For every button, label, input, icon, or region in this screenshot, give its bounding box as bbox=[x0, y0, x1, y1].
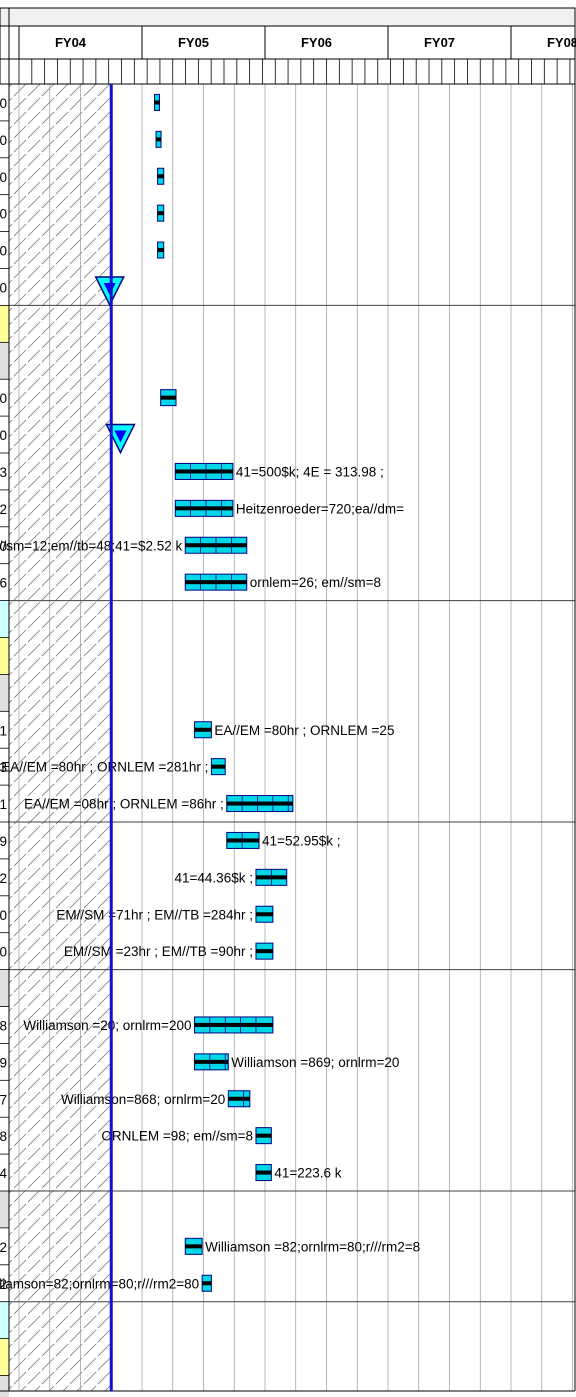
row-marker-text: 2 bbox=[0, 1240, 7, 1255]
row-band bbox=[0, 637, 9, 675]
row-marker-text: 0 bbox=[0, 539, 7, 554]
row-band bbox=[0, 1191, 9, 1228]
task-label: Williamson=82;ornlrm=80;r///rm2=80 bbox=[0, 1276, 199, 1291]
task-progress bbox=[194, 727, 212, 732]
row-band bbox=[0, 342, 9, 380]
task-progress bbox=[226, 838, 260, 843]
task-label: EA//EM =80hr ; ORNLEM =281hr ; bbox=[1, 760, 208, 775]
row-marker-text: 0 bbox=[0, 428, 7, 443]
header-years-row bbox=[0, 25, 576, 60]
task-label: EA//EM =80hr ; ORNLEM =25 bbox=[214, 723, 394, 738]
row-marker-text: 1 bbox=[0, 723, 7, 738]
row-markers: 000000003206131920089784220 bbox=[0, 83, 9, 1376]
fiscal-year-label: FY05 bbox=[178, 35, 209, 50]
task-progress bbox=[211, 764, 226, 769]
task-progress bbox=[194, 1022, 273, 1027]
task-label: Williamson=868; ornlrm=20 bbox=[61, 1092, 225, 1107]
row-marker-text: 8 bbox=[0, 1019, 7, 1034]
task-label: EM//SM =71hr ; EM//TB =284hr ; bbox=[56, 907, 253, 922]
task-labels: 41=500$k; 4E = 313.98 ; Heitzenroeder=720… bbox=[0, 464, 420, 1291]
row-marker-text: 2 bbox=[0, 502, 7, 517]
row-marker-text: 7 bbox=[0, 1092, 7, 1107]
row-band bbox=[0, 305, 9, 343]
row-bands bbox=[0, 305, 9, 1397]
fiscal-year-label: FY06 bbox=[301, 35, 332, 50]
row-band bbox=[0, 1338, 9, 1376]
row-band bbox=[0, 969, 9, 1007]
row-band bbox=[0, 674, 9, 712]
row-marker-text: 0 bbox=[0, 908, 7, 923]
task-label: Williamson =869; ornlrm=20 bbox=[231, 1055, 399, 1070]
row-band bbox=[0, 600, 9, 638]
row-band bbox=[0, 1375, 9, 1397]
task-progress bbox=[157, 174, 164, 179]
row-marker-text: 9 bbox=[0, 1055, 7, 1070]
task-progress bbox=[194, 1059, 229, 1064]
task-label: 41=500$k; 4E = 313.98 ; bbox=[236, 464, 384, 479]
task-progress bbox=[160, 395, 177, 400]
header-ticks-row bbox=[0, 58, 576, 85]
row-marker-text: 0 bbox=[0, 96, 7, 111]
task-progress bbox=[175, 469, 233, 474]
fiscal-year-label: FY07 bbox=[424, 35, 455, 50]
row-marker-text: 0 bbox=[0, 170, 7, 185]
row-marker-text: 0 bbox=[0, 244, 7, 259]
task-progress bbox=[157, 211, 164, 216]
row-marker-text: 4 bbox=[0, 1166, 7, 1181]
task-progress bbox=[157, 248, 164, 253]
timeline-header: FY04 FY05 FY06 FY07 FY08 bbox=[0, 7, 576, 1392]
row-marker-text: 2 bbox=[0, 871, 7, 886]
task-label: Williamson =82;ornlrm=80;r///rm2=8 bbox=[205, 1239, 420, 1254]
header-top-strip bbox=[0, 7, 576, 27]
task-label: EA//EM =08hr ; ORNLEM =86hr ; bbox=[24, 797, 224, 812]
task-progress bbox=[202, 1281, 212, 1286]
fiscal-year-label: FY08 bbox=[547, 35, 576, 50]
task-label: em//sm=12;em//tb=48;41=$2.52 k bbox=[0, 538, 182, 553]
task-progress bbox=[154, 100, 160, 105]
row-marker-text: 0 bbox=[0, 945, 7, 960]
task-progress bbox=[255, 1133, 272, 1138]
row-marker-text: 0 bbox=[0, 391, 7, 406]
task-bars bbox=[94, 93, 294, 1292]
task-progress bbox=[255, 912, 273, 917]
fiscal-year-label: FY04 bbox=[55, 35, 87, 50]
task-progress bbox=[255, 1170, 272, 1175]
row-marker-text: 3 bbox=[0, 465, 7, 480]
task-label: 41=52.95$k ; bbox=[262, 833, 340, 848]
row-marker-text: 0 bbox=[0, 207, 7, 222]
task-label: 41=223.6 k bbox=[274, 1166, 341, 1181]
task-label: 41=44.36$k ; bbox=[175, 870, 253, 885]
task-progress bbox=[156, 137, 162, 142]
task-label: Williamson =20; ornlrm=200 bbox=[23, 1018, 191, 1033]
row-marker-text: 0 bbox=[0, 281, 7, 296]
milestone-inner bbox=[114, 430, 127, 443]
task-progress bbox=[226, 801, 293, 806]
task-progress bbox=[185, 1244, 203, 1249]
row-marker-text: 1 bbox=[0, 797, 7, 812]
row-marker-text: 2 bbox=[0, 1277, 7, 1292]
task-label: Heitzenroeder=720;ea//dm= bbox=[236, 501, 404, 516]
task-label: ornlem=26; em//sm=8 bbox=[250, 575, 381, 590]
task-progress bbox=[228, 1096, 250, 1101]
row-marker-text: 0 bbox=[0, 133, 7, 148]
row-band bbox=[0, 1301, 9, 1339]
task-label: ORNLEM =98; em//sm=8 bbox=[101, 1129, 253, 1144]
task-progress bbox=[175, 506, 233, 511]
row-marker-text: 8 bbox=[0, 1129, 7, 1144]
row-marker-text: 3 bbox=[0, 760, 7, 775]
elapsed-time-hatch bbox=[9, 84, 112, 1391]
task-progress bbox=[255, 949, 273, 954]
row-marker-text: 9 bbox=[0, 834, 7, 849]
row-marker-text: 6 bbox=[0, 576, 7, 591]
task-label: EM//SM =23hr ; EM//TB =90hr ; bbox=[64, 944, 253, 959]
